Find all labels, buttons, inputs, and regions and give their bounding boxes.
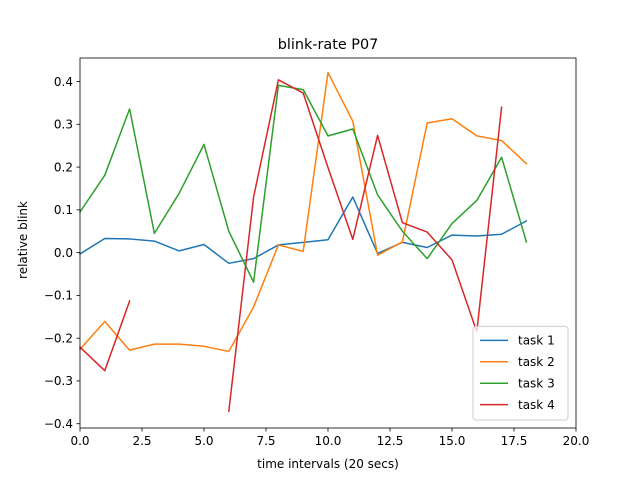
- series-line-task-2: [78, 71, 528, 353]
- x-tick-label: 12.5: [377, 434, 404, 448]
- x-tick-label: 10.0: [315, 434, 342, 448]
- y-tick-label: 0.4: [54, 75, 73, 89]
- x-axis-label: time intervals (20 secs): [257, 457, 399, 471]
- series-line-task-3: [78, 84, 528, 283]
- series-line-task-1: [78, 196, 528, 265]
- legend-label: task 3: [518, 377, 555, 391]
- series-line-task-4: [78, 79, 503, 413]
- chart-title: blink-rate P07: [278, 37, 379, 53]
- x-tick-label: 0.0: [70, 434, 89, 448]
- x-tick-label: 20.0: [563, 434, 590, 448]
- x-tick-label: 15.0: [439, 434, 466, 448]
- legend: task 1 task 2 task 3 task 4: [472, 325, 569, 421]
- y-tick-label: −0.1: [44, 289, 73, 303]
- y-tick-label: 0.1: [54, 203, 73, 217]
- y-tick-label: 0.2: [54, 160, 73, 174]
- x-tick-label: 5.0: [194, 434, 213, 448]
- y-axis: −0.4 −0.3 −0.2 −0.1 0.0 0.1 0.2 0.3 0.4: [44, 75, 80, 431]
- y-tick-label: −0.2: [44, 331, 73, 345]
- legend-label: task 1: [518, 334, 555, 348]
- legend-label: task 4: [518, 398, 555, 412]
- legend-label: task 2: [518, 355, 555, 369]
- y-tick-label: −0.3: [44, 374, 73, 388]
- x-axis: 0.0 2.5 5.0 7.5 10.0 12.5 15.0 17.5 20.0: [70, 428, 589, 448]
- x-tick-label: 7.5: [256, 434, 275, 448]
- y-axis-label: relative blink: [16, 201, 30, 279]
- y-tick-label: 0.0: [54, 246, 73, 260]
- series-layer: [78, 71, 528, 413]
- y-tick-label: 0.3: [54, 118, 73, 132]
- y-tick-label: −0.4: [44, 417, 73, 431]
- x-tick-label: 2.5: [132, 434, 151, 448]
- legend-box: [472, 325, 569, 421]
- x-tick-label: 17.5: [501, 434, 528, 448]
